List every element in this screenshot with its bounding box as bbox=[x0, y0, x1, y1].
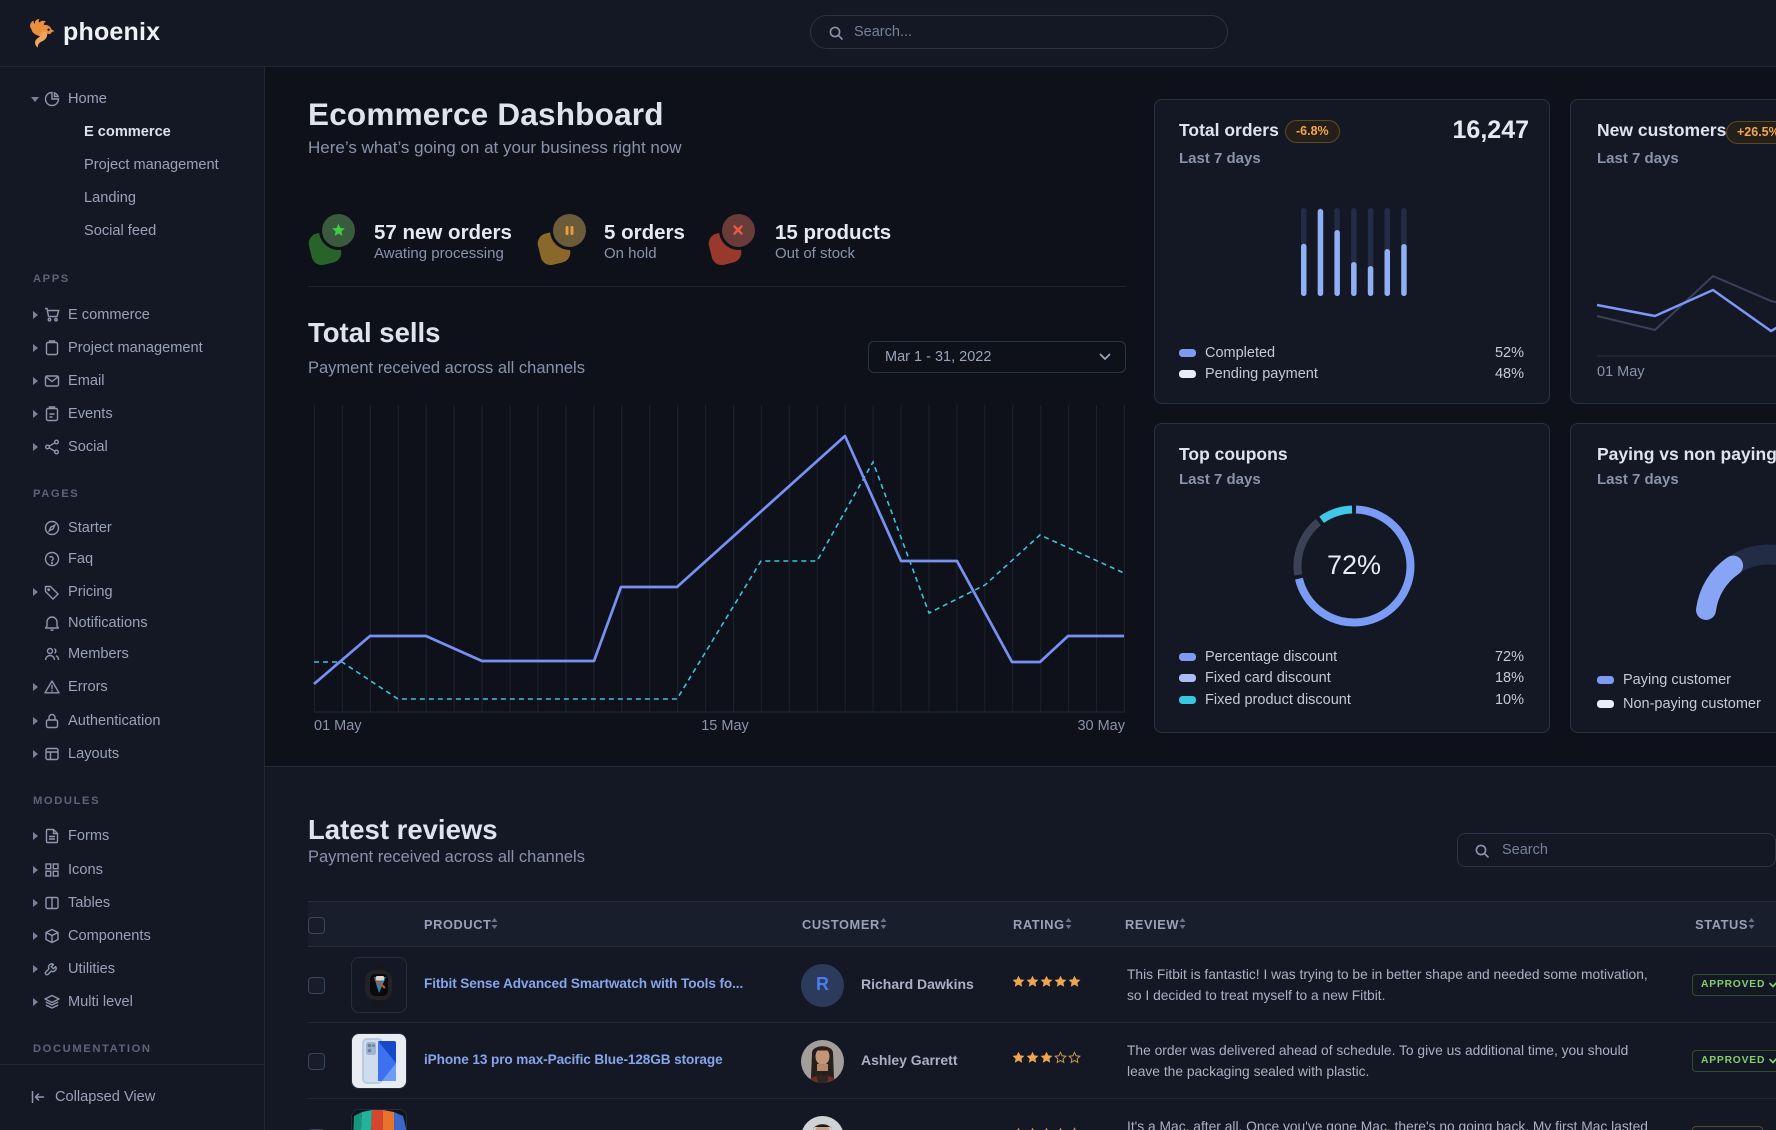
svg-text:01 May: 01 May bbox=[1597, 364, 1645, 380]
svg-text:01 May: 01 May bbox=[314, 718, 362, 734]
svg-text:30 May: 30 May bbox=[1077, 718, 1125, 734]
svg-text:15 May: 15 May bbox=[701, 718, 749, 734]
